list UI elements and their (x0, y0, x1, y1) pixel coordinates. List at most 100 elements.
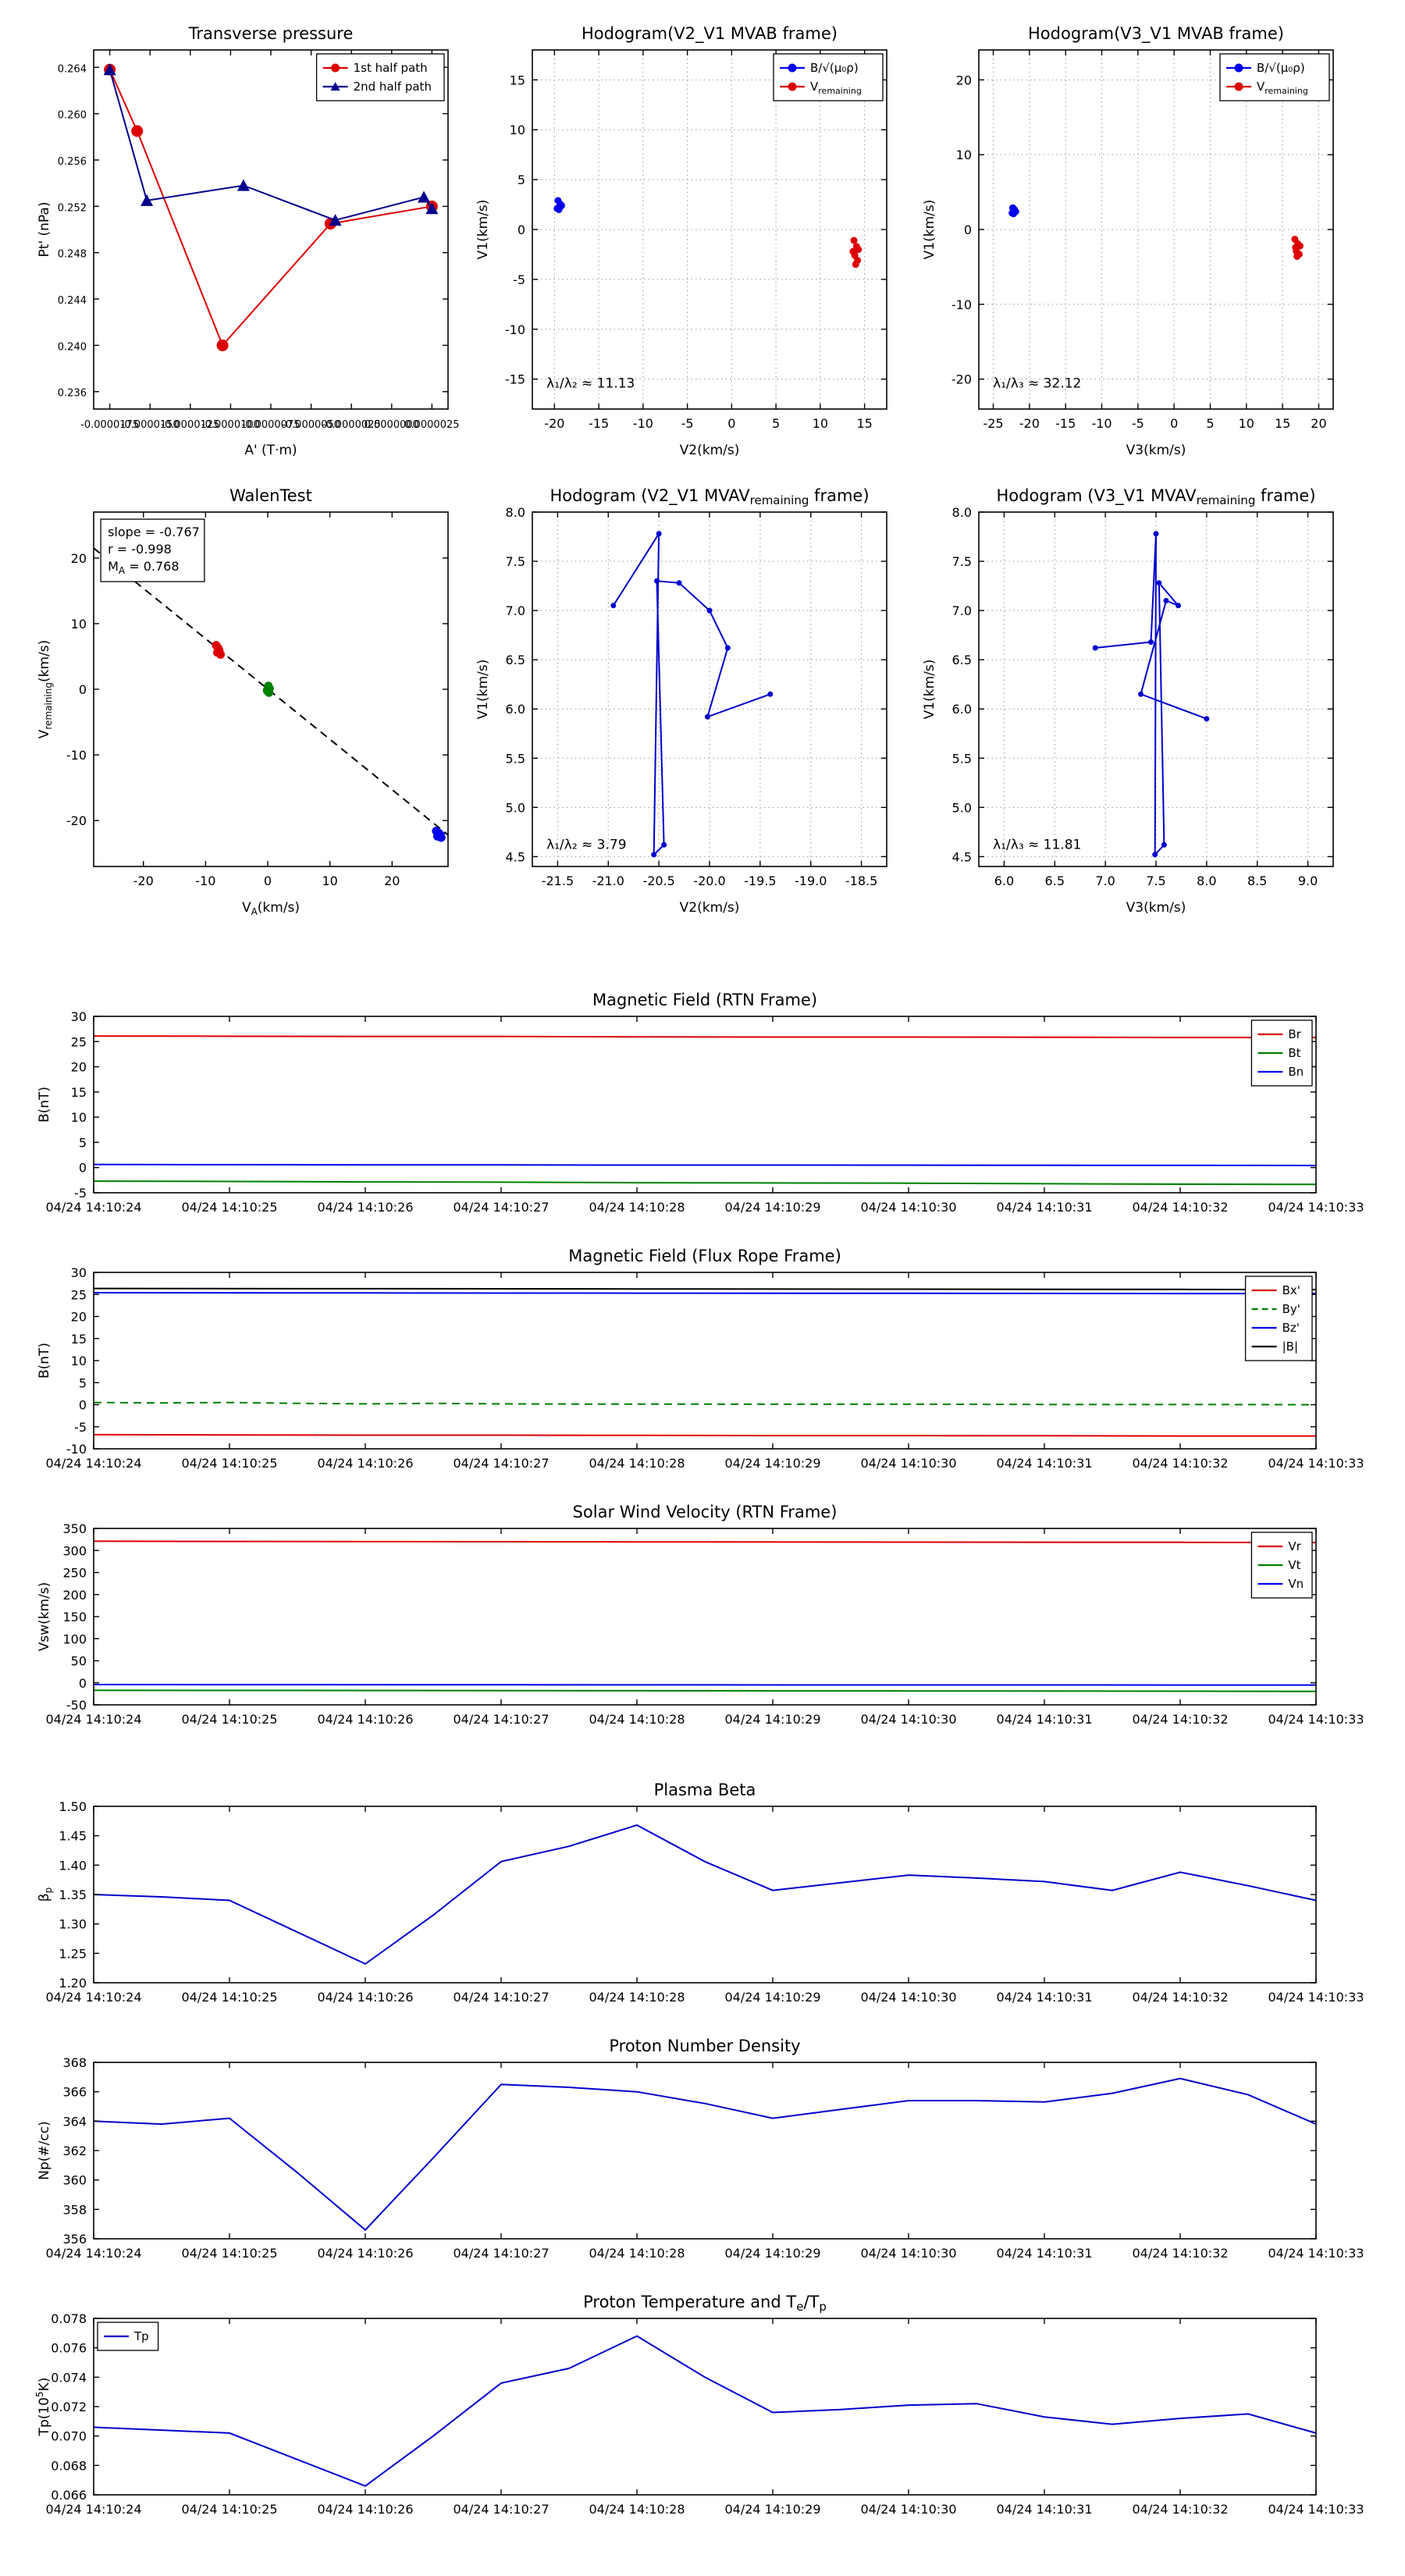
svg-text:5: 5 (518, 173, 525, 187)
svg-text:25: 25 (71, 1287, 87, 1302)
svg-text:0: 0 (264, 873, 272, 888)
svg-text:04/24 14:10:27: 04/24 14:10:27 (453, 1990, 549, 2005)
svg-text:04/24 14:10:30: 04/24 14:10:30 (860, 2502, 956, 2517)
svg-text:6.0: 6.0 (506, 702, 525, 717)
svg-text:-0.0000175: -0.0000175 (80, 419, 139, 431)
svg-text:-0.0000050: -0.0000050 (282, 419, 340, 431)
svg-text:0.256: 0.256 (58, 156, 87, 168)
svg-text:-10: -10 (195, 873, 215, 888)
svg-text:04/24 14:10:28: 04/24 14:10:28 (589, 1200, 685, 1215)
svg-text:λ₁/λ₃ ≈ 11.81: λ₁/λ₃ ≈ 11.81 (993, 837, 1081, 852)
svg-text:0: 0 (1170, 416, 1178, 431)
svg-text:10: 10 (71, 1354, 87, 1368)
svg-text:-0.0000150: -0.0000150 (121, 419, 180, 431)
svg-text:0.260: 0.260 (58, 110, 87, 122)
svg-text:04/24 14:10:32: 04/24 14:10:32 (1132, 1456, 1228, 1471)
svg-text:04/24 14:10:26: 04/24 14:10:26 (317, 1200, 413, 1215)
svg-text:-20: -20 (66, 813, 87, 828)
svg-text:MA = 0.768: MA = 0.768 (108, 559, 179, 576)
svg-text:B/√(μ₀ρ): B/√(μ₀ρ) (1257, 61, 1305, 75)
svg-text:0: 0 (79, 1676, 87, 1691)
svg-text:0: 0 (518, 222, 525, 237)
svg-text:0.236: 0.236 (58, 388, 87, 400)
svg-text:V1(km/s): V1(km/s) (922, 660, 937, 720)
chart-hodogram-v2v1-mvab: -20 -15 -10 -5 0 5 10 15 -15 -10 -5 0 5 10 15 Hodogram(… (462, 14, 899, 468)
svg-text:10: 10 (71, 617, 87, 632)
svg-text:0.248: 0.248 (58, 249, 87, 261)
svg-text:0.244: 0.244 (58, 295, 87, 307)
hodogram-v2v1-mvab-plot: -20 -15 -10 -5 0 5 10 15 -15 -10 -5 0 5 10 15 Hodogram(… (462, 14, 899, 468)
svg-text:0.0000000: 0.0000000 (365, 419, 419, 431)
svg-text:200: 200 (62, 1588, 87, 1603)
svg-text:04/24 14:10:31: 04/24 14:10:31 (996, 1200, 1092, 1215)
svg-text:20: 20 (384, 873, 400, 888)
svg-text:6.5: 6.5 (506, 653, 525, 667)
svg-text:Proton Number Density: Proton Number Density (609, 2037, 800, 2055)
svg-text:8.5: 8.5 (1247, 873, 1267, 888)
svg-text:0: 0 (79, 1161, 87, 1176)
svg-text:04/24 14:10:33: 04/24 14:10:33 (1268, 2502, 1364, 2517)
svg-text:-20: -20 (951, 372, 972, 387)
svg-text:04/24 14:10:31: 04/24 14:10:31 (996, 2502, 1092, 2517)
svg-text:-15: -15 (1055, 416, 1076, 431)
svg-text:04/24 14:10:29: 04/24 14:10:29 (724, 1990, 820, 2005)
svg-text:Plasma Beta: Plasma Beta (654, 1781, 756, 1799)
svg-text:150: 150 (62, 1610, 87, 1624)
svg-text:-18.5: -18.5 (845, 873, 877, 888)
svg-text:B/√(μ₀ρ): B/√(μ₀ρ) (810, 61, 859, 75)
svg-text:-20: -20 (133, 873, 154, 888)
svg-text:Pt' (nPa): Pt' (nPa) (37, 202, 52, 258)
svg-text:04/24 14:10:26: 04/24 14:10:26 (317, 1712, 413, 1727)
svg-text:5: 5 (772, 416, 780, 431)
svg-text:Bt: Bt (1288, 1046, 1300, 1060)
svg-text:04/24 14:10:25: 04/24 14:10:25 (181, 2502, 277, 2517)
svg-text:0.264: 0.264 (58, 63, 87, 75)
svg-text:V1(km/s): V1(km/s) (922, 200, 937, 260)
svg-text:Vr: Vr (1288, 1539, 1301, 1553)
svg-text:04/24 14:10:27: 04/24 14:10:27 (453, 1200, 549, 1215)
svg-text:5.0: 5.0 (952, 800, 972, 815)
svg-text:15: 15 (856, 416, 872, 431)
svg-text:-10: -10 (633, 416, 653, 431)
svg-text:04/24 14:10:30: 04/24 14:10:30 (860, 1456, 956, 1471)
svg-text:λ₁/λ₂ ≈ 11.13: λ₁/λ₂ ≈ 11.13 (546, 375, 635, 391)
svg-text:-0.0000075: -0.0000075 (242, 419, 301, 431)
walen-test-plot: -20 -10 0 10 20 -20 -10 0 10 20 WalenTest VA(km/s) V… (23, 476, 461, 926)
svg-text:04/24 14:10:26: 04/24 14:10:26 (317, 1456, 413, 1471)
svg-text:1.20: 1.20 (59, 1976, 87, 1991)
svg-text:VA(km/s): VA(km/s) (242, 900, 300, 917)
svg-text:0: 0 (79, 682, 87, 697)
svg-text:300: 300 (62, 1543, 87, 1558)
svg-text:04/24 14:10:30: 04/24 14:10:30 (860, 1990, 956, 2005)
svg-text:-10: -10 (1091, 416, 1112, 431)
chart-proton-number-density: 04/24 14:10:24 04/24 14:10:25 04/24 14:10:… (23, 2031, 1364, 2279)
svg-text:0.078: 0.078 (51, 2311, 87, 2326)
svg-text:350: 350 (62, 1521, 87, 1536)
svg-text:1.30: 1.30 (59, 1917, 87, 1932)
svg-text:WalenTest: WalenTest (229, 486, 312, 505)
svg-text:V2(km/s): V2(km/s) (680, 443, 740, 458)
chart-walen-test: -20 -10 0 10 20 -20 -10 0 10 20 WalenTest VA(km/s) V… (23, 476, 461, 926)
svg-text:V3(km/s): V3(km/s) (1126, 443, 1186, 458)
svg-text:04/24 14:10:33: 04/24 14:10:33 (1268, 1712, 1364, 1727)
svg-text:6.5: 6.5 (952, 653, 972, 667)
svg-text:04/24 14:10:25: 04/24 14:10:25 (181, 1200, 277, 1215)
svg-text:04/24 14:10:30: 04/24 14:10:30 (860, 1712, 956, 1727)
plasma-beta-plot: 04/24 14:10:24 04/24 14:10:25 04/24 14:10:… (23, 1775, 1364, 2023)
chart-hodogram-v3v1-mvab: -25 -20 -15 -10 -5 0 5 10 15 20 -20 -10 0 10 20 Hodogra… (909, 14, 1346, 468)
svg-text:04/24 14:10:29: 04/24 14:10:29 (724, 1200, 820, 1215)
svg-text:5.5: 5.5 (952, 751, 972, 766)
svg-text:15: 15 (1275, 416, 1290, 431)
svg-text:-5: -5 (1132, 416, 1144, 431)
svg-text:1.50: 1.50 (59, 1799, 87, 1814)
svg-text:364: 364 (62, 2114, 87, 2129)
svg-text:Bx': Bx' (1282, 1283, 1300, 1297)
transverse-pressure-plot: -0.0000175-0.0000150-0.0000125-0.0000100… (23, 14, 461, 468)
svg-text:04/24 14:10:25: 04/24 14:10:25 (181, 1712, 277, 1727)
svg-text:slope = -0.767: slope = -0.767 (108, 525, 200, 539)
svg-text:10: 10 (1239, 416, 1254, 431)
svg-text:20: 20 (71, 551, 87, 566)
svg-text:-10: -10 (66, 1442, 87, 1457)
svg-text:9.0: 9.0 (1298, 873, 1318, 888)
svg-text:04/24 14:10:24: 04/24 14:10:24 (45, 1456, 141, 1471)
